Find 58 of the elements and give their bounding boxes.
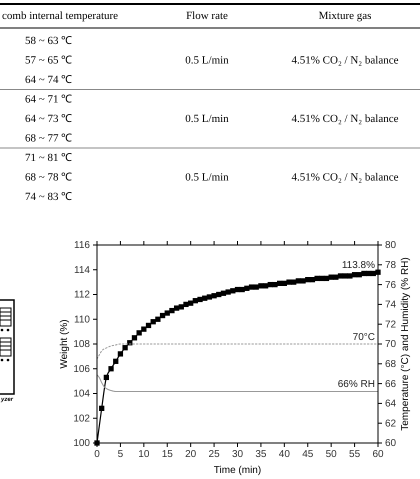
text: 0.5 L/min [185,172,230,184]
y2-tick-label: 62 [385,418,397,430]
text: 68 ~ 77 ℃ [25,132,72,144]
text: 4.51% CO₂ / N₂ balance [292,54,399,66]
x-tick-label: 45 [302,449,314,460]
x-tick-label: 5 [118,449,124,460]
line-series [96,374,378,392]
annotation: 70°C [352,332,375,343]
text: Flow rate [186,10,228,22]
text: 4.51% CO₂ / N₂ balance [292,113,399,125]
y-tick-label: 116 [74,240,90,252]
x-tick-label: 10 [138,449,150,460]
y-tick-label: 106 [73,364,90,375]
y-tick-label: 110 [74,314,90,326]
y2-tick-label: 76 [385,280,397,291]
text: 71 ~ 81 ℃ [25,152,72,164]
text: Mixture gas [318,10,372,22]
text: 64 ~ 71 ℃ [25,94,72,106]
text: 64 ~ 73 ℃ [25,113,72,125]
y-tick-label: 114 [74,264,90,276]
y2-tick-label: 78 [385,260,397,271]
y2-tick-label: 64 [385,398,397,410]
x-tick-label: 20 [185,449,197,460]
text: 68 ~ 78 ℃ [25,172,72,184]
x-tick-label: 60 [372,449,384,460]
y2-tick-label: 66 [385,378,397,390]
x-tick-label: 30 [232,449,244,460]
annotation: 113.8% [342,260,376,272]
y-tick-label: 100 [73,438,90,450]
x-tick-label: 15 [162,449,174,460]
x-tick-label: 40 [278,449,290,460]
y2-tick-label: 72 [385,319,397,330]
x-tick-label: 50 [326,449,338,460]
y-tick-label: 112 [74,290,90,301]
x-tick-label: 0 [94,449,100,460]
x-tick-label: 25 [208,449,220,460]
y-axis-title: Weight (%) [59,319,70,369]
y2-tick-label: 70 [385,339,397,350]
text: 74 ~ 83 ℃ [25,191,72,203]
text: 0.5 L/min [185,54,230,66]
text: 58 ~ 63 ℃ [25,35,72,47]
text: 0.5 L/min [185,113,230,125]
x-tick-label: 35 [255,449,267,460]
x-tick-label: 55 [349,449,361,460]
y2-axis-title: Temperature (°C) and Humidity (% RH) [400,257,411,431]
text: 57 ~ 65 ℃ [25,54,72,66]
y2-tick-label: 80 [385,240,397,252]
y-tick-label: 108 [73,339,90,350]
text: comb internal temperature [2,10,118,22]
annotation: 66% RH [338,379,375,390]
y2-tick-label: 60 [385,438,397,450]
y-tick-label: 102 [73,413,90,424]
y2-tick-label: 68 [385,359,397,370]
x-axis-title: Time (min) [214,465,262,476]
y-tick-label: 104 [73,388,90,400]
text: 4.51% CO₂ / N₂ balance [292,172,399,184]
y2-tick-label: 74 [385,300,397,311]
text: 64 ~ 74 ℃ [25,74,72,86]
